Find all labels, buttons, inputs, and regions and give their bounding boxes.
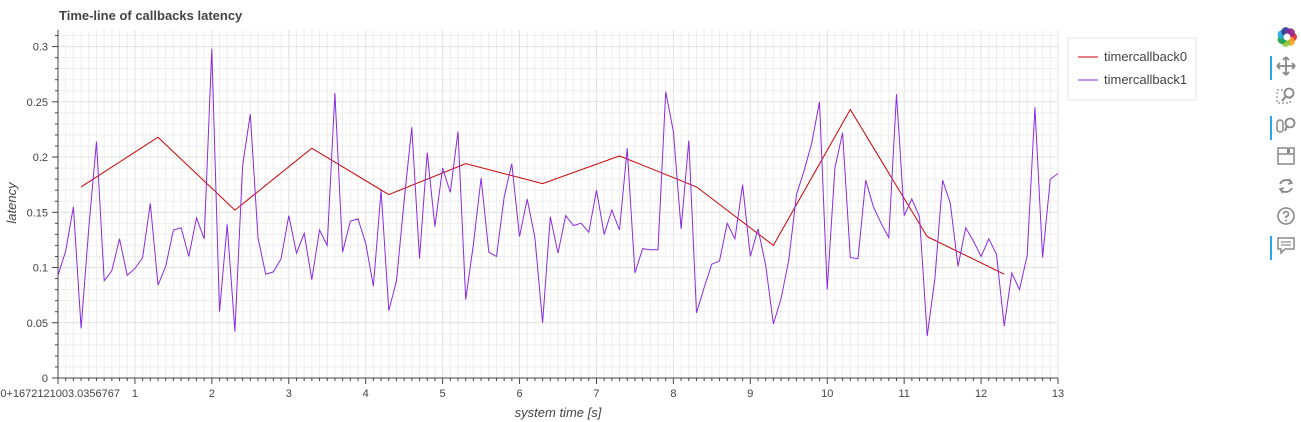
series: [57, 48, 1059, 337]
legend-label-timercallback0[interactable]: timercallback0: [1104, 49, 1187, 64]
save-tool-icon: [1277, 147, 1295, 165]
x-tick-label: 8: [670, 388, 676, 400]
box-zoom-tool-button[interactable]: [1270, 84, 1300, 110]
hover-tool-icon: [1277, 237, 1295, 255]
x-tick-label: 7: [593, 388, 599, 400]
x-tick-label: 4: [363, 388, 369, 400]
wheel-zoom-tool-icon: [1276, 117, 1296, 133]
x-tick-label: 0+1672121003.0356767: [0, 388, 120, 400]
y-tick-label: 0.3: [33, 42, 48, 54]
x-tick-label: 11: [898, 388, 909, 400]
help-tool-icon: [1277, 207, 1295, 225]
legend-label-timercallback1[interactable]: timercallback1: [1104, 72, 1187, 87]
y-axis-label: latency: [4, 181, 19, 224]
legend-box: [1067, 37, 1197, 101]
axes: 0+1672121003.0356767 1 2 3 4 5 6 7 8 9 10 11 12 1300.…: [0, 30, 1064, 400]
wheel-zoom-tool-button[interactable]: [1270, 114, 1300, 140]
x-tick-label: 10: [821, 388, 833, 400]
reset-tool-button[interactable]: [1270, 174, 1300, 200]
bokeh-logo-icon[interactable]: [1270, 24, 1300, 50]
reset-tool-icon: [1278, 178, 1294, 194]
x-tick-label: 5: [440, 388, 446, 400]
active-indicator: [1270, 56, 1272, 80]
logo-petals: [1277, 27, 1297, 47]
x-tick-label: 12: [975, 388, 987, 400]
x-tick-label: 2: [209, 388, 215, 400]
logo-center: [1283, 33, 1291, 41]
x-tick-label: 9: [747, 388, 753, 400]
y-tick-label: 0.1: [33, 263, 48, 275]
active-indicator: [1270, 236, 1272, 260]
y-tick-label: 0.15: [27, 207, 48, 219]
chart-title: Time-line of callbacks latency: [59, 8, 243, 23]
x-tick-label: 3: [286, 388, 292, 400]
help-tool-button[interactable]: [1270, 204, 1300, 230]
y-tick-label: 0: [42, 373, 48, 385]
y-tick-label: 0.05: [27, 318, 48, 330]
series-line-timercallback0: [80, 108, 1005, 275]
pan-tool-icon: [1276, 56, 1296, 76]
y-tick-label: 0.25: [27, 97, 48, 109]
save-tool-button[interactable]: [1270, 144, 1300, 170]
x-tick-label: 6: [516, 388, 522, 400]
x-tick-label: 13: [1052, 388, 1064, 400]
active-indicator: [1270, 116, 1272, 140]
hover-tool-button[interactable]: [1270, 234, 1300, 260]
legend: timercallback0 timercallback1: [1067, 37, 1197, 101]
x-axis-label: system time [s]: [515, 405, 602, 420]
series-line-timercallback1: [57, 48, 1059, 337]
y-tick-label: 0.2: [33, 152, 48, 164]
box-zoom-tool-icon: [1276, 87, 1295, 104]
x-tick-label: 1: [132, 388, 138, 400]
pan-tool-button[interactable]: [1270, 54, 1300, 80]
